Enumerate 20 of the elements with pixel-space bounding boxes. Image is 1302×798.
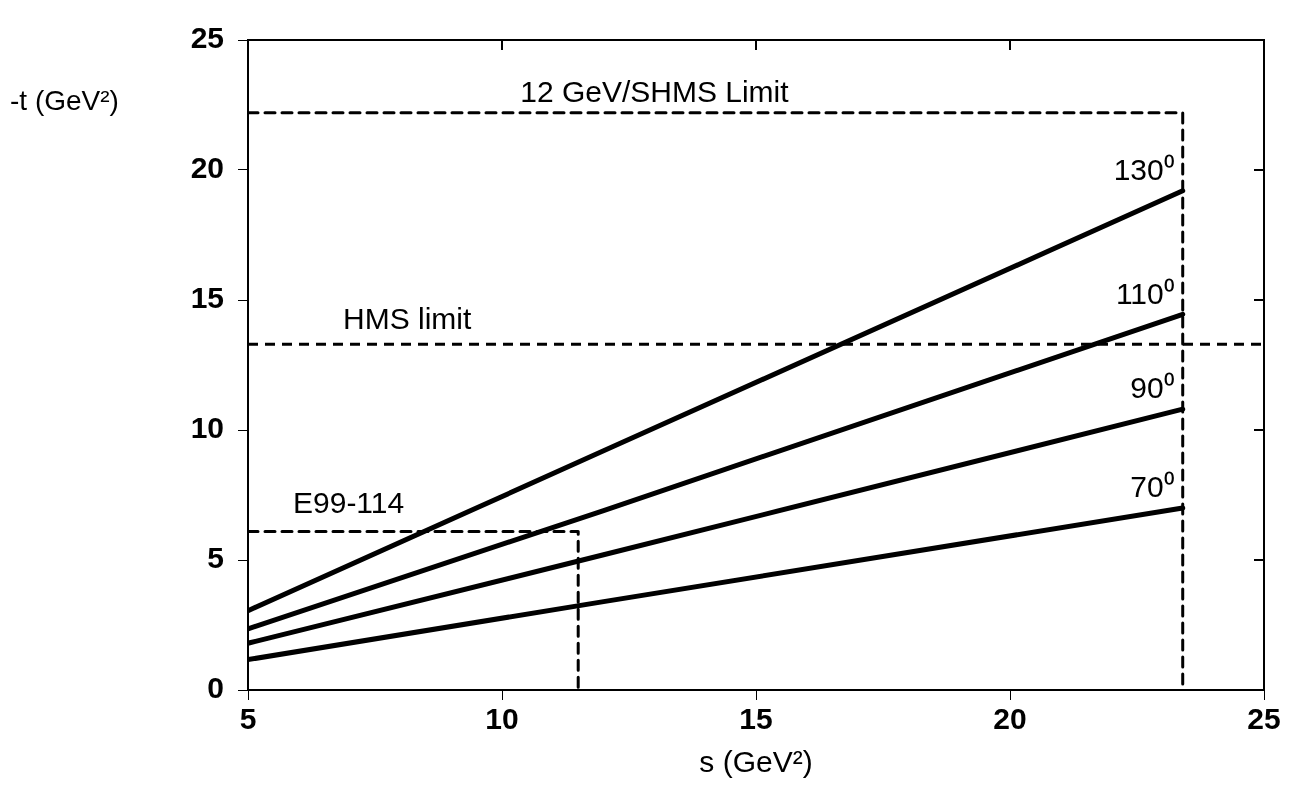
x-tick-label: 5 xyxy=(239,702,257,736)
y-axis-title: -t (GeV²) xyxy=(10,84,119,116)
x-axis-title: s (GeV²) xyxy=(699,745,813,779)
series-label: 70⁰ xyxy=(1130,470,1175,504)
y-tick-label: 0 xyxy=(207,671,224,705)
ref-line-label: HMS limit xyxy=(343,302,472,336)
x-tick-label: 10 xyxy=(485,702,519,736)
y-tick-label: 25 xyxy=(190,21,224,55)
x-tick-label: 15 xyxy=(739,702,773,736)
series-label: 90⁰ xyxy=(1130,371,1175,405)
annotation: 12 GeV/SHMS Limit xyxy=(520,75,790,109)
y-tick-label: 5 xyxy=(207,541,224,575)
series-label: 110⁰ xyxy=(1115,276,1175,310)
y-tick-label: 15 xyxy=(190,281,224,315)
y-tick-label: 10 xyxy=(190,411,224,445)
series-label: 130⁰ xyxy=(1113,153,1175,187)
x-tick-label: 20 xyxy=(993,702,1027,736)
y-tick-label: 20 xyxy=(190,151,224,185)
x-tick-label: 25 xyxy=(1247,702,1281,736)
series-label: E99-114 xyxy=(293,485,405,519)
